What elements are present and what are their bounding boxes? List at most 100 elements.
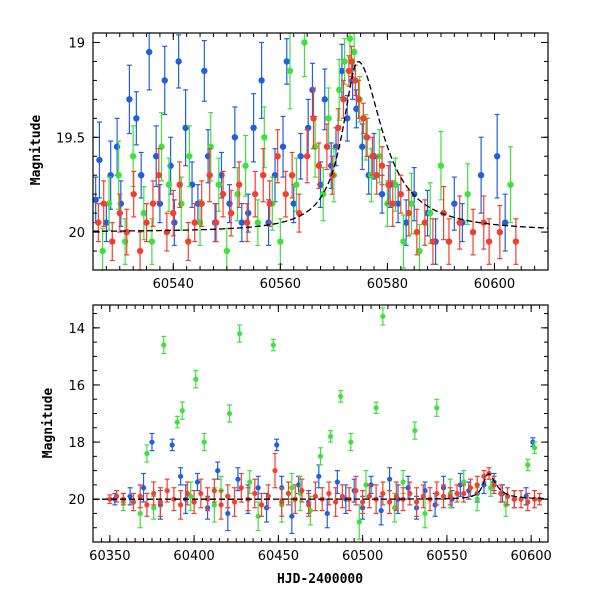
bottom-data-point-series-2 [137,493,143,499]
top-data-point-series-0 [279,143,287,150]
bottom-data-point-series-1 [412,428,418,434]
bottom-data-point-series-1 [422,510,428,517]
bottom-data-point-series-1 [161,342,167,348]
bottom-data-point-series-0 [378,507,384,514]
top-data-point-series-0 [245,209,252,217]
top-data-point-series-1 [400,238,407,245]
bottom-data-point-series-2 [339,493,346,499]
top-data-point-series-0 [477,172,485,179]
bottom-data-point-series-1 [201,439,207,445]
top-data-point-series-1 [254,219,262,226]
top-data-point-series-2 [385,181,392,188]
top-data-point-series-0 [96,156,103,164]
bottom-data-point-series-2 [211,488,217,494]
top-data-point-series-1 [186,153,193,160]
top-data-point-series-0 [250,124,257,131]
top-data-point-series-2 [352,77,359,84]
top-data-point-series-2 [100,200,107,207]
bottom-data-point-series-2 [353,488,359,494]
top-data-point-series-1 [121,238,129,245]
bottom-y-tick-label: 20 [68,493,85,508]
bottom-data-point-series-2 [204,496,211,502]
top-data-point-series-0 [410,190,418,198]
bottom-data-point-series-1 [247,479,253,485]
top-data-point-series-2 [149,200,157,207]
top-data-point-series-2 [123,228,130,236]
top-data-point-series-2 [116,209,123,217]
top-data-point-series-0 [451,200,458,207]
top-data-point-series-1 [464,190,471,198]
bottom-data-point-series-1 [179,408,185,414]
bottom-data-point-series-1 [461,479,467,485]
top-data-point-series-2 [355,96,362,103]
top-data-point-series-2 [185,238,192,245]
top-data-point-series-1 [346,35,354,42]
top-data-point-series-2 [176,181,183,188]
bottom-data-point-series-2 [454,490,460,497]
top-data-point-series-1 [277,238,284,245]
top-data-point-series-1 [215,181,222,188]
bottom-x-tick-label: 60350 [89,549,130,564]
bottom-data-point-series-1 [151,505,157,511]
bottom-data-point-series-2 [113,493,120,499]
top-data-point-series-1 [392,181,399,188]
bottom-data-point-series-2 [504,493,511,499]
top-data-point-series-2 [469,228,477,236]
top-data-point-series-2 [95,219,102,226]
top-data-point-series-2 [109,238,116,245]
top-data-point-series-1 [286,67,294,75]
bottom-data-point-series-2 [279,499,285,505]
top-data-point-series-1 [242,162,249,169]
bottom-data-point-series-1 [237,330,243,337]
bottom-data-point-series-1 [144,450,150,457]
top-data-point-series-0 [175,58,182,65]
top-data-point-series-1 [115,172,122,179]
bottom-data-point-series-1 [356,519,362,525]
top-data-point-series-0 [238,219,246,226]
top-data-point-series-2 [485,238,493,245]
top-data-point-series-1 [99,247,106,255]
bottom-data-point-series-1 [211,502,217,508]
top-data-point-series-2 [191,219,198,226]
top-data-point-series-0 [258,77,265,84]
bottom-data-point-series-1 [137,510,143,517]
top-data-point-series-2 [456,219,463,226]
top-data-point-series-1 [165,181,173,188]
bottom-data-point-series-1 [373,405,379,411]
top-data-point-series-2 [413,228,421,236]
top-data-point-series-2 [198,200,205,207]
bottom-data-point-series-0 [169,442,175,448]
top-data-point-series-1 [351,48,358,56]
top-data-point-series-0 [133,115,140,122]
bottom-data-point-series-1 [525,462,531,468]
bottom-data-point-series-0 [178,473,184,479]
top-data-point-series-0 [321,96,328,103]
bottom-data-point-series-2 [386,499,393,505]
top-data-point-series-0 [201,67,208,75]
top-data-point-series-0 [283,58,290,65]
bottom-data-point-series-0 [194,479,201,485]
top-data-point-series-2 [206,172,213,179]
top-data-point-series-0 [493,153,501,160]
top-data-point-series-2 [288,172,296,179]
top-data-point-series-1 [148,238,156,245]
bottom-panel-data-points [107,307,543,540]
top-data-point-series-2 [512,238,520,245]
bottom-data-point-series-0 [386,476,393,482]
bottom-panel: 60350 60400 60450 60500 60550 60600 14 16 18 20 M… [41,304,552,587]
bottom-data-point-series-2 [447,493,453,499]
top-data-point-series-1 [129,153,137,160]
bottom-data-point-series-1 [531,445,538,451]
bottom-data-point-series-2 [467,485,474,491]
top-data-point-series-2 [295,209,303,217]
top-data-point-series-2 [329,172,336,179]
bottom-data-point-series-0 [274,442,280,448]
top-data-point-series-2 [345,67,353,75]
top-y-tick-label: 19 [68,36,85,51]
top-data-point-series-0 [103,219,110,226]
top-data-point-series-0 [226,200,233,207]
top-data-point-series-1 [325,115,332,122]
bottom-data-point-series-2 [265,493,271,499]
bottom-data-point-series-1 [474,496,480,502]
